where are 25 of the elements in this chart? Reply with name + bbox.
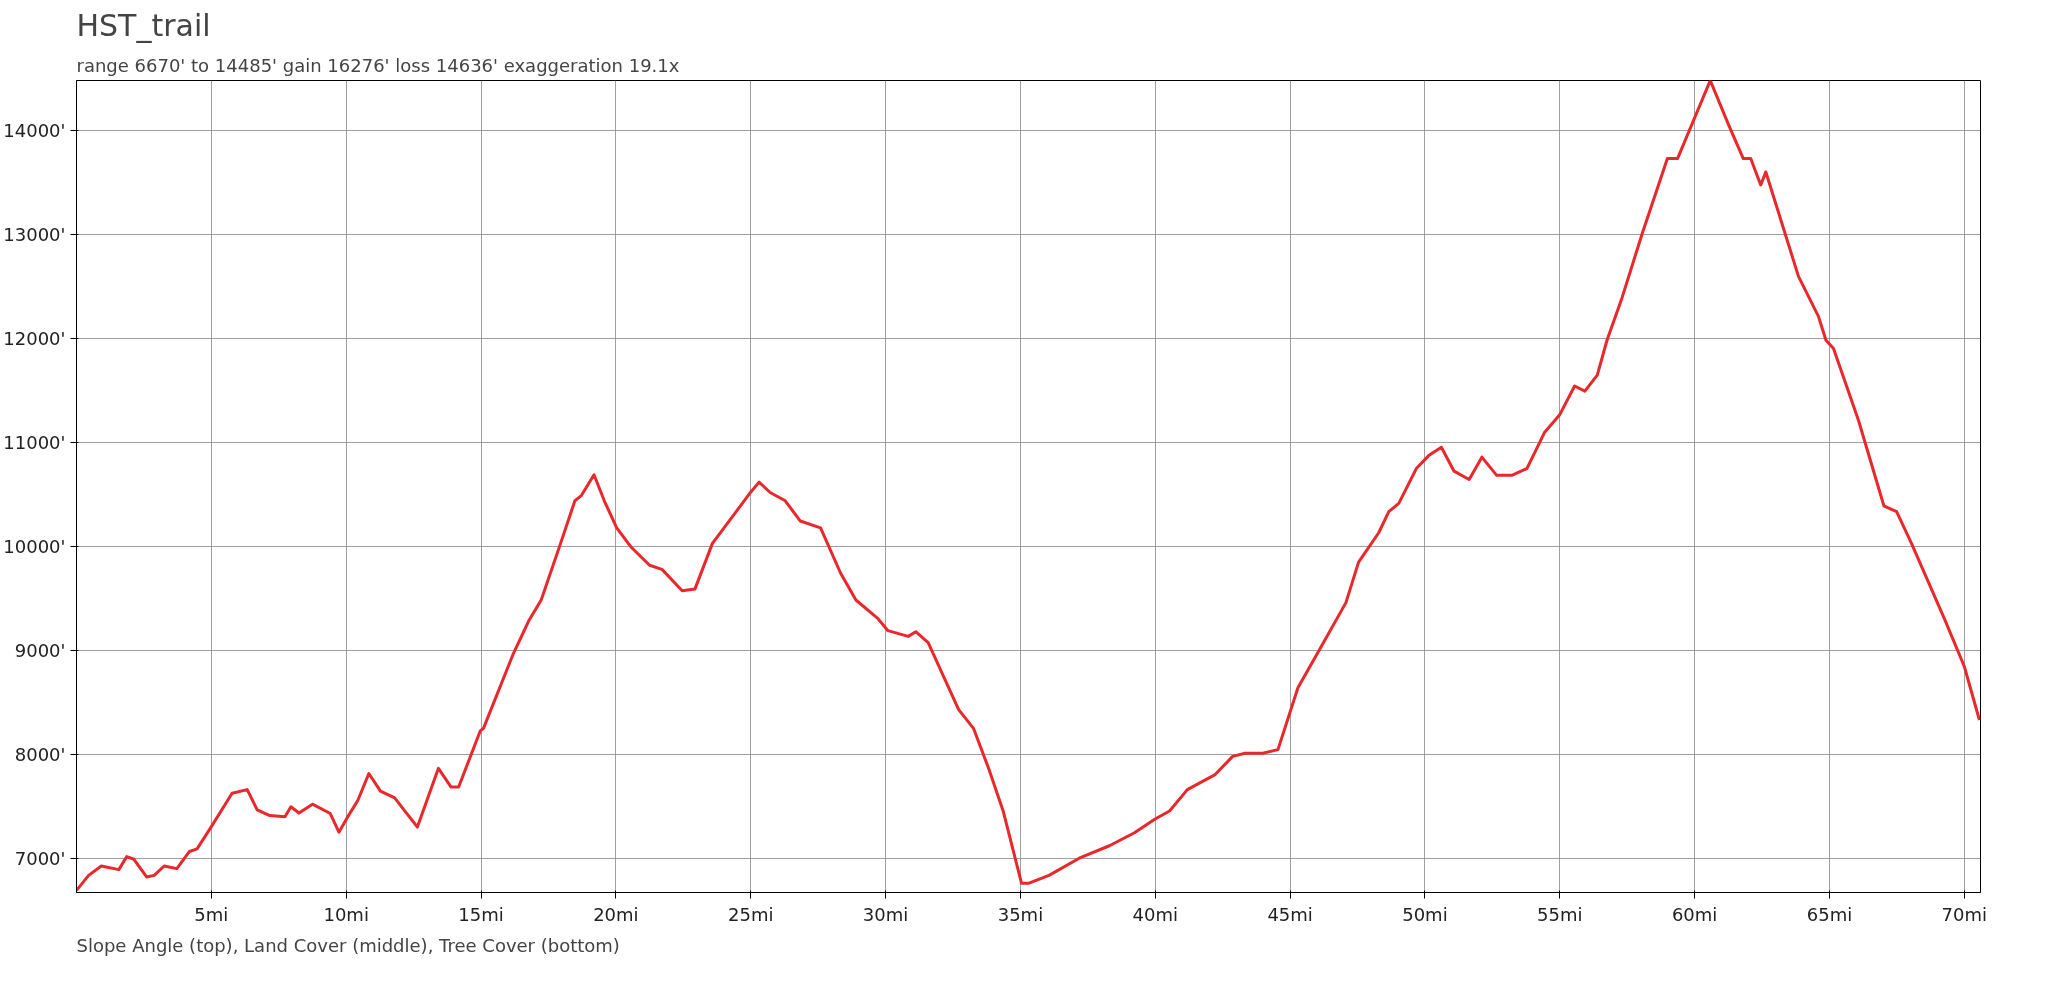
x-tick-label: 40mi bbox=[1132, 903, 1178, 925]
y-tick-label: 11000' bbox=[3, 432, 66, 454]
y-tick-label: 13000' bbox=[3, 224, 66, 246]
x-tick-label: 55mi bbox=[1537, 903, 1583, 925]
x-tick-label: 10mi bbox=[323, 903, 369, 925]
x-tick-label: 45mi bbox=[1267, 903, 1313, 925]
x-tick-label: 65mi bbox=[1806, 903, 1853, 925]
chart-subtitle: range 6670' to 14485' gain 16276' loss 14636' exaggeration 19.1x bbox=[76, 54, 680, 76]
y-tick-label: 7000' bbox=[14, 847, 66, 869]
x-tick-label: 35mi bbox=[997, 903, 1044, 925]
chart-title: HST_trail bbox=[76, 7, 211, 43]
x-tick-label: 25mi bbox=[728, 903, 774, 925]
y-tick-label: 14000' bbox=[3, 120, 66, 142]
x-tick-label: 15mi bbox=[458, 903, 504, 925]
x-tick-label: 30mi bbox=[862, 903, 909, 925]
x-tick-label: 70mi bbox=[1941, 903, 1988, 925]
text: Slope Angle (top), Land Cover (middle), Tree Cover (bottom) bbox=[76, 934, 620, 956]
x-tick-label: 5mi bbox=[194, 903, 229, 925]
y-tick-label: 10000' bbox=[3, 536, 66, 557]
y-tick-label: 12000' bbox=[3, 328, 66, 350]
x-tick-label: 20mi bbox=[593, 903, 639, 925]
x-tick-label: 50mi bbox=[1402, 903, 1448, 925]
x-tick-label: 60mi bbox=[1671, 903, 1718, 925]
y-tick-label: 8000' bbox=[14, 743, 66, 765]
y-tick-label: 9000' bbox=[14, 639, 66, 661]
